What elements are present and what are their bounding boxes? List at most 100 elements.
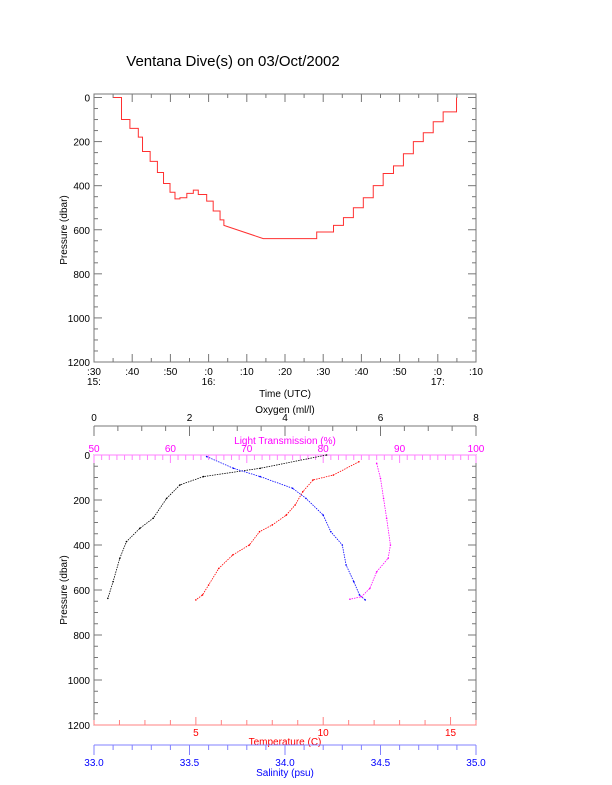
light-point bbox=[360, 595, 363, 598]
x-tick-label: :40 bbox=[125, 367, 139, 378]
temperature-point bbox=[302, 490, 304, 493]
x-tick-hour-label: 15: bbox=[87, 377, 101, 388]
x-tick-label: :50 bbox=[163, 367, 177, 378]
y-tick-label: 1000 bbox=[68, 314, 91, 325]
light-tick-label: 100 bbox=[468, 444, 485, 455]
temperature-point bbox=[271, 524, 274, 526]
plot-frame-top bbox=[93, 93, 477, 363]
salinity-point bbox=[341, 544, 344, 546]
x-tick-label: :0 bbox=[204, 367, 213, 378]
light-tick-label: 90 bbox=[394, 444, 406, 455]
oxygen-tick-label: 8 bbox=[473, 413, 479, 424]
oxygen-point bbox=[165, 497, 168, 500]
salinity-point bbox=[345, 564, 347, 566]
oxygen-point bbox=[107, 597, 109, 600]
x-tick-label: :50 bbox=[393, 367, 407, 378]
oxygen-point bbox=[125, 540, 128, 543]
y-tick-label: 600 bbox=[73, 226, 90, 237]
plot-frame-bottom bbox=[93, 454, 477, 726]
y-tick-label: 0 bbox=[84, 94, 90, 105]
oxygen-tick-label: 4 bbox=[282, 413, 288, 424]
x-tick-hour-label: 17: bbox=[431, 377, 445, 388]
temperature-profile bbox=[195, 461, 360, 601]
x-tick-label: :40 bbox=[354, 367, 368, 378]
light-point bbox=[387, 557, 389, 560]
y-tick-label: 1000 bbox=[68, 676, 91, 687]
salinity-point bbox=[358, 594, 361, 596]
salinity-tick-label: 34.5 bbox=[371, 758, 391, 769]
y-tick-label: 200 bbox=[73, 138, 90, 149]
chart-title: Ventana Dive(s) on 03/Oct/2002 bbox=[126, 53, 339, 70]
salinity-tick-label: 34.0 bbox=[275, 758, 295, 769]
y-tick-label: 0 bbox=[84, 451, 90, 462]
temperature-point bbox=[217, 567, 220, 570]
x-axis-label: Time (UTC) bbox=[259, 389, 311, 400]
temperature-point bbox=[285, 514, 288, 516]
y-tick-label: 400 bbox=[73, 182, 90, 193]
salinity-profile bbox=[206, 456, 366, 601]
y-tick-label: 800 bbox=[73, 631, 90, 642]
x-tick-label: :0 bbox=[434, 367, 443, 378]
oxygen-point bbox=[202, 475, 205, 478]
temperature-tick-label: 15 bbox=[445, 728, 457, 739]
temperature-point bbox=[195, 599, 197, 601]
y-tick-label: 600 bbox=[73, 586, 90, 597]
temperature-point bbox=[332, 474, 335, 476]
salinity-tick-label: 33.5 bbox=[180, 758, 200, 769]
temperature-point bbox=[231, 554, 234, 556]
oxygen-point bbox=[139, 527, 141, 530]
salinity-tick-label: 33.0 bbox=[84, 758, 104, 769]
light-tick-label: 60 bbox=[165, 444, 177, 455]
light-point bbox=[375, 570, 378, 573]
salinity-point bbox=[330, 530, 332, 533]
temperature-tick-label: 5 bbox=[193, 728, 199, 739]
temperature-axis-label: Temperature (C) bbox=[249, 737, 322, 748]
salinity-tick-label: 35.0 bbox=[466, 758, 486, 769]
light-point bbox=[379, 477, 382, 480]
y-tick-label: 1200 bbox=[68, 358, 91, 369]
y-axis-label: Pressure (dbar) bbox=[59, 555, 70, 624]
temperature-point bbox=[358, 460, 360, 463]
oxygen-profile bbox=[107, 454, 327, 599]
dive-trace bbox=[113, 97, 458, 240]
salinity-point bbox=[205, 455, 208, 458]
y-tick-label: 800 bbox=[73, 270, 90, 281]
salinity-point bbox=[364, 599, 367, 601]
temperature-point bbox=[207, 584, 210, 586]
oxygen-tick-label: 2 bbox=[187, 413, 193, 424]
x-tick-label: :10 bbox=[240, 367, 254, 378]
x-tick-hour-label: 16: bbox=[202, 377, 216, 388]
x-tick-label: :20 bbox=[278, 367, 292, 378]
salinity-point bbox=[305, 497, 307, 500]
oxygen-axis-label: Oxygen (ml/l) bbox=[255, 405, 314, 416]
salinity-point bbox=[232, 467, 235, 470]
light-profile bbox=[349, 463, 391, 600]
light-point bbox=[385, 517, 388, 520]
oxygen-point bbox=[118, 557, 121, 560]
light-axis-label: Light Transmission (%) bbox=[234, 436, 336, 447]
light-tick-label: 70 bbox=[241, 444, 253, 455]
oxygen-tick-label: 0 bbox=[91, 413, 97, 424]
temperature-point bbox=[248, 544, 251, 546]
oxygen-point bbox=[152, 517, 155, 520]
light-tick-label: 50 bbox=[88, 444, 100, 455]
x-tick-label: :10 bbox=[469, 367, 483, 378]
y-tick-label: 200 bbox=[73, 496, 90, 507]
salinity-axis-label: Salinity (psu) bbox=[256, 768, 314, 779]
temperature-point bbox=[258, 530, 261, 533]
oxygen-tick-label: 6 bbox=[378, 413, 384, 424]
oxygen-point bbox=[179, 484, 181, 486]
x-tick-label: :30 bbox=[87, 367, 101, 378]
oxygen-point bbox=[259, 467, 261, 470]
temperature-tick-label: 10 bbox=[318, 728, 330, 739]
light-point bbox=[382, 497, 385, 500]
salinity-point bbox=[352, 580, 355, 583]
light-tick-label: 80 bbox=[318, 444, 330, 455]
light-point bbox=[375, 462, 378, 465]
y-axis-label: Pressure (dbar) bbox=[59, 195, 70, 264]
salinity-point bbox=[322, 514, 325, 516]
temperature-point bbox=[201, 594, 204, 596]
light-point bbox=[369, 587, 371, 590]
